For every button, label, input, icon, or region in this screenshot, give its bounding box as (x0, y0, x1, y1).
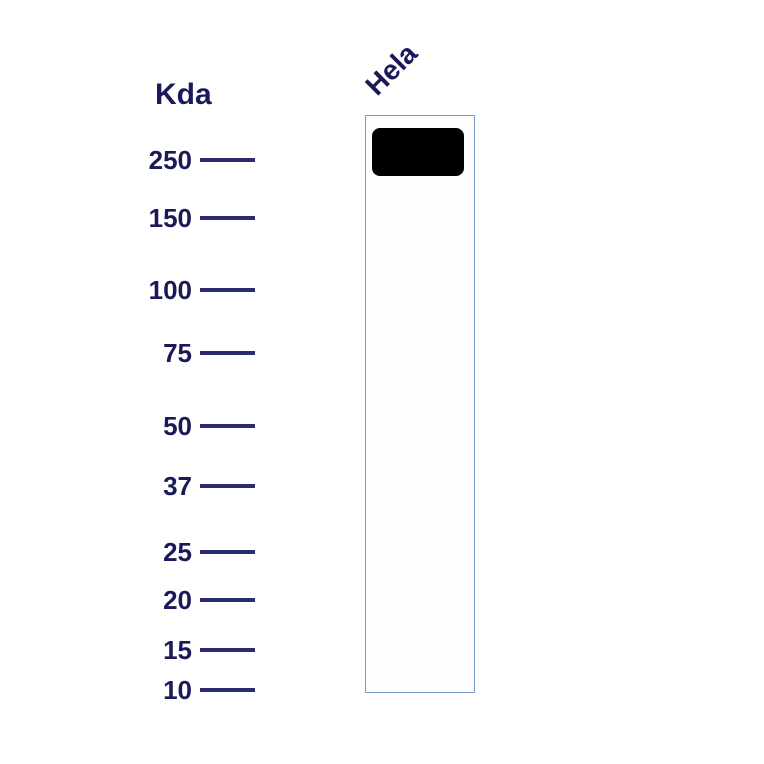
marker-row: 100 (130, 280, 255, 300)
marker-label: 100 (130, 275, 200, 306)
marker-label: 75 (130, 338, 200, 369)
lane-box (365, 115, 475, 693)
marker-tick (200, 424, 255, 428)
marker-row: 50 (130, 416, 255, 436)
marker-tick (200, 484, 255, 488)
marker-tick (200, 158, 255, 162)
axis-unit-label: Kda (155, 78, 212, 112)
marker-tick (200, 351, 255, 355)
marker-tick (200, 688, 255, 692)
marker-row: 10 (130, 680, 255, 700)
marker-label: 15 (130, 635, 200, 666)
marker-tick (200, 648, 255, 652)
marker-label: 20 (130, 585, 200, 616)
marker-tick (200, 550, 255, 554)
marker-tick (200, 216, 255, 220)
marker-label: 10 (130, 675, 200, 706)
marker-row: 15 (130, 640, 255, 660)
lane-label-hela: Hela (359, 38, 423, 102)
marker-row: 25 (130, 542, 255, 562)
marker-label: 37 (130, 471, 200, 502)
marker-row: 37 (130, 476, 255, 496)
marker-row: 250 (130, 150, 255, 170)
marker-row: 20 (130, 590, 255, 610)
marker-label: 150 (130, 203, 200, 234)
marker-label: 25 (130, 537, 200, 568)
marker-row: 150 (130, 208, 255, 228)
protein-band (372, 128, 464, 176)
marker-tick (200, 288, 255, 292)
marker-tick (200, 598, 255, 602)
marker-label: 50 (130, 411, 200, 442)
marker-row: 75 (130, 343, 255, 363)
western-blot-figure: Kda Hela 25015010075503725201510 (130, 60, 590, 700)
marker-label: 250 (130, 145, 200, 176)
